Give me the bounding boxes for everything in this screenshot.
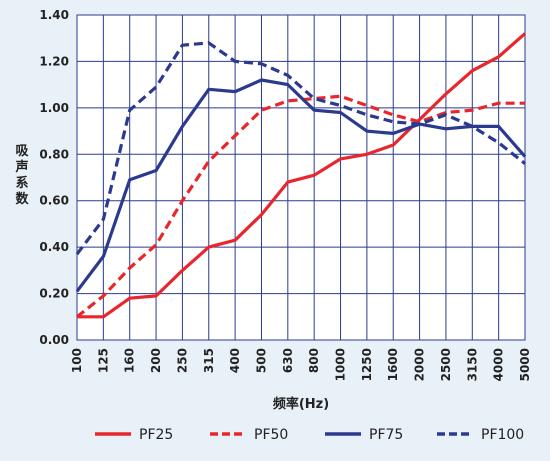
- y-tick-labels: 0.00 0.20 0.40 0.60 0.80 1.00 1.20 1.40: [39, 8, 69, 347]
- x-tick-label: 400: [228, 348, 242, 373]
- y-tick-label: 1.40: [39, 8, 69, 22]
- x-tick-label: 125: [96, 348, 110, 373]
- x-tick-label: 4000: [492, 348, 506, 381]
- grid: [77, 15, 525, 340]
- x-tick-label: 250: [175, 348, 189, 373]
- y-tick-label: 1.00: [39, 101, 69, 115]
- y-tick-label: 1.20: [39, 54, 69, 68]
- x-tick-label: 1000: [334, 348, 348, 381]
- legend-label-pf100: PF100: [481, 427, 524, 443]
- y-tick-label: 0.80: [39, 147, 69, 161]
- legend: PF25 PF50 PF75 PF100: [95, 427, 524, 443]
- series-line-pf50: [76, 94, 525, 319]
- series-line-pf25: [77, 32, 527, 319]
- legend-label-pf75: PF75: [369, 427, 403, 443]
- x-axis-title: 频率(Hz): [273, 396, 329, 412]
- x-tick-label: 2000: [413, 348, 427, 381]
- x-tick-label: 1600: [386, 348, 400, 381]
- y-axis-title-char: 数: [15, 191, 29, 207]
- x-tick-labels: 100 125 160 200 250 315 400 500 630 800 1000 1250 16…: [70, 348, 532, 381]
- series-line-pf75: [75, 78, 527, 293]
- y-tick-label: 0.20: [39, 287, 69, 301]
- legend-label-pf50: PF50: [254, 427, 288, 443]
- series-line-pf100: [75, 41, 526, 256]
- legend-label-pf25: PF25: [139, 427, 173, 443]
- y-axis-title-char: 吸: [15, 144, 29, 159]
- x-tick-label: 100: [70, 348, 84, 373]
- y-axis-title-char: 系: [15, 175, 28, 191]
- y-axis-title-char: 声: [14, 159, 28, 175]
- y-tick-label: 0.40: [39, 240, 69, 254]
- series-lines: [75, 32, 527, 319]
- x-tick-label: 630: [281, 348, 295, 373]
- x-tick-label: 1250: [360, 348, 374, 381]
- x-tick-label: 5000: [518, 348, 532, 381]
- x-tick-label: 315: [202, 348, 216, 373]
- x-tick-label: 160: [123, 348, 137, 373]
- x-tick-label: 500: [254, 348, 268, 373]
- y-tick-label: 0.60: [39, 194, 69, 208]
- y-tick-label: 0.00: [39, 333, 69, 347]
- x-tick-label: 200: [149, 348, 163, 373]
- x-tick-label: 800: [307, 348, 321, 373]
- x-tick-label: 3150: [465, 348, 479, 381]
- x-tick-label: 2500: [439, 348, 453, 381]
